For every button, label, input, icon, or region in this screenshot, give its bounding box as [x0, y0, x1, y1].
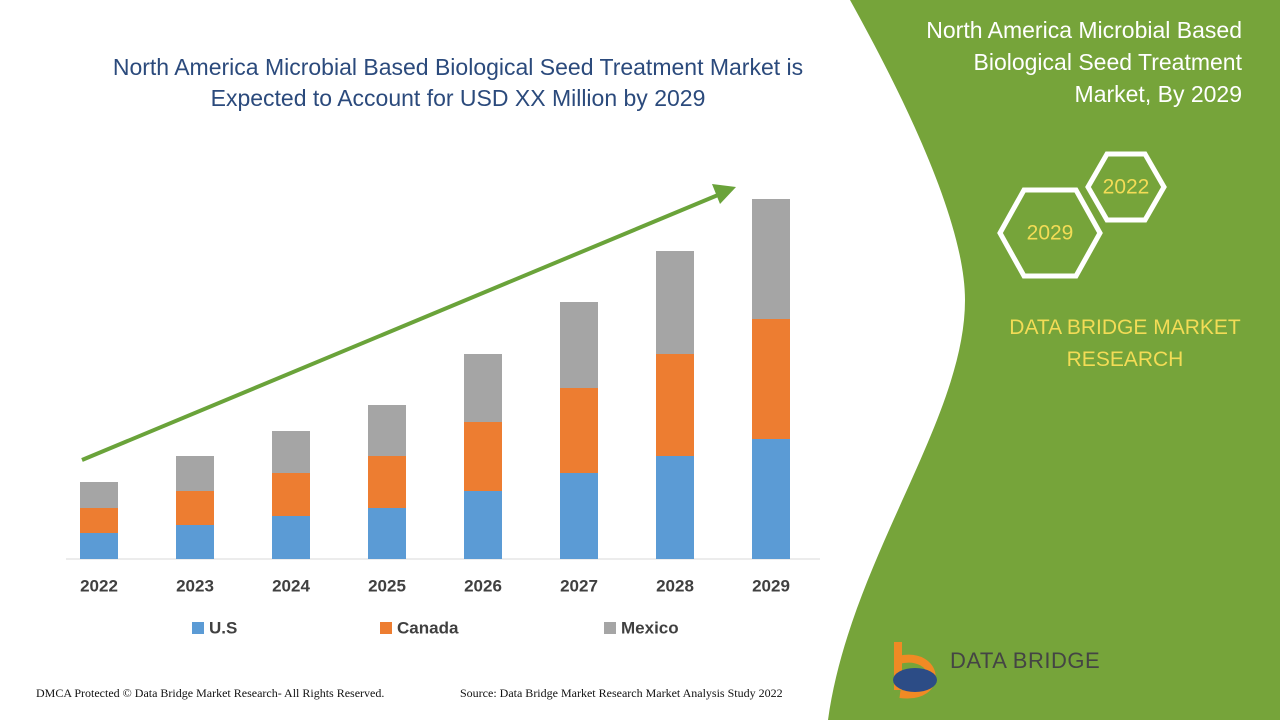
- logo-mark: [893, 668, 937, 692]
- chart-title: North America Microbial Based Biological…: [112, 54, 804, 111]
- brand: DATA BRIDGE MARKET RESEARCH: [1009, 316, 1241, 371]
- legend-label: U.S: [209, 618, 237, 637]
- trend-arrow: [81, 193, 719, 462]
- bar-segment: [560, 388, 598, 473]
- side-title: North America Microbial Based Biological…: [926, 17, 1242, 107]
- bar-segment: [176, 525, 214, 559]
- bar-segment: [80, 482, 118, 508]
- bar-segment: [560, 473, 598, 559]
- x-tick-label: 2029: [752, 576, 790, 595]
- bar-segment: [464, 422, 502, 491]
- bar-segment: [272, 516, 310, 559]
- bar-segment: [80, 533, 118, 559]
- bar-segment: [176, 491, 214, 525]
- bar-segment: [656, 251, 694, 354]
- x-tick-label: 2022: [80, 576, 118, 595]
- bar-segment: [752, 319, 790, 439]
- x-tick-label: 2023: [176, 576, 214, 595]
- bar-segment: [656, 354, 694, 456]
- x-tick-label: 2024: [272, 576, 310, 595]
- x-tick-label: 2026: [464, 576, 502, 595]
- x-tick-label: 2028: [656, 576, 694, 595]
- bar-segment: [272, 473, 310, 516]
- legend-swatch: [192, 622, 204, 634]
- copyright: DMCA Protected © Data Bridge Market Rese…: [36, 686, 385, 700]
- bar-segment: [752, 439, 790, 559]
- bar-segment: [752, 199, 790, 319]
- green-panel: [828, 0, 1280, 720]
- bar-segment: [176, 456, 214, 491]
- bar-segment: [656, 456, 694, 559]
- bar-segment: [368, 508, 406, 559]
- bar-segment: [80, 508, 118, 533]
- bar-segment: [368, 405, 406, 456]
- legend-swatch: [380, 622, 392, 634]
- bar-segment: [560, 302, 598, 388]
- x-tick-label: 2027: [560, 576, 598, 595]
- legend-label: Mexico: [621, 618, 679, 637]
- hexagon-label: 2029: [1027, 222, 1074, 245]
- x-tick-label: 2025: [368, 576, 406, 595]
- bar-segment: [464, 354, 502, 422]
- bar-segment: [272, 431, 310, 473]
- plot: 2022 2023 2024 2025 2026 2027 2028 2029 U.S Canad…: [80, 199, 790, 637]
- hexagon: [997, 187, 1103, 279]
- logo-text: DATA BRIDGE: [950, 648, 1101, 673]
- bar-segment: [464, 491, 502, 559]
- legend-swatch: [604, 622, 616, 634]
- bar-segment: [368, 456, 406, 508]
- hexagon-label: 2022: [1103, 176, 1150, 199]
- legend-label: Canada: [397, 618, 459, 637]
- arrow-head: [712, 184, 736, 204]
- hexagon: [1085, 151, 1167, 223]
- source: Source: Data Bridge Market Research Mark…: [460, 686, 783, 700]
